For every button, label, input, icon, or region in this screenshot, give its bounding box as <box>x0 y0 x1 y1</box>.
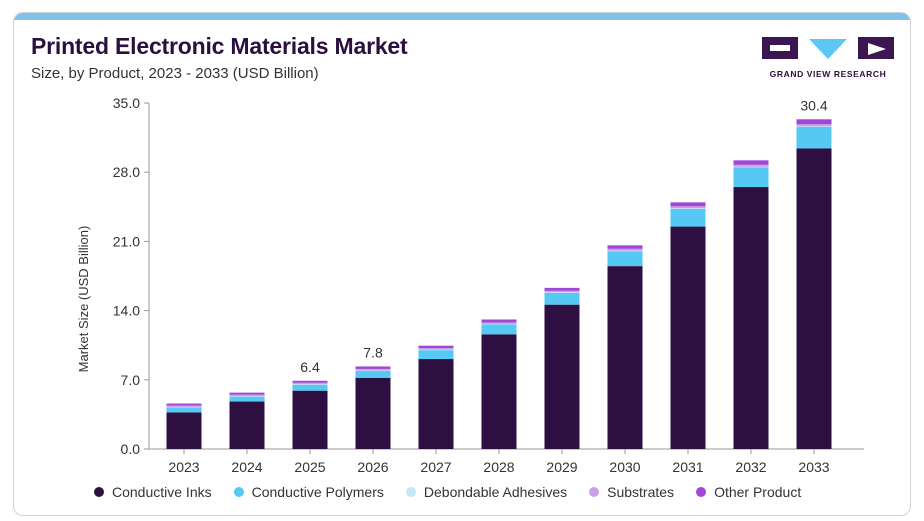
legend-item: Debondable Adhesives <box>405 484 568 500</box>
legend-label: Conductive Inks <box>112 484 212 500</box>
bar-segment <box>733 167 769 188</box>
bar-segment <box>544 292 580 305</box>
bar-segment <box>670 206 706 209</box>
x-tick-label: 2028 <box>483 459 514 475</box>
bar-segment <box>355 368 391 371</box>
y-tick-label: 7.0 <box>121 372 141 388</box>
data-labels: 6.4 7.8 30.4 <box>300 97 828 374</box>
bars <box>166 119 832 449</box>
bar-segment <box>229 401 265 449</box>
bar-segment <box>607 248 643 251</box>
legend-swatch-icon <box>696 487 707 497</box>
bar-segment <box>733 187 769 449</box>
y-tick-label: 0.0 <box>121 441 141 457</box>
bar-segment <box>166 403 202 406</box>
legend-item: Conductive Polymers <box>233 484 384 500</box>
top-accent-bar <box>14 13 910 20</box>
legend-swatch-icon <box>405 487 416 497</box>
chart-card: Printed Electronic Materials Market Size… <box>13 12 911 516</box>
bar-segment <box>796 126 832 149</box>
logo-text: GRAND VIEW RESEARCH <box>769 69 887 79</box>
bar-segment <box>670 226 706 449</box>
logo-mark-icon <box>762 37 894 59</box>
legend-label: Debondable Adhesives <box>423 484 568 500</box>
bar-segment <box>292 380 328 383</box>
bar-segment <box>229 392 265 395</box>
legend-label: Conductive Polymers <box>251 484 384 500</box>
bar-segment <box>796 124 832 127</box>
bar-segment <box>418 359 454 449</box>
bar-segment <box>607 251 643 267</box>
y-tick-label: 21.0 <box>113 233 140 249</box>
data-label: 6.4 <box>300 359 320 375</box>
x-tick-label: 2031 <box>672 459 703 475</box>
legend-swatch-icon <box>94 487 104 497</box>
legend: Conductive Inks Conductive Polymers Debond… <box>94 484 801 500</box>
bar-segment <box>481 324 517 335</box>
bar-segment <box>733 164 769 167</box>
bar-segment <box>355 370 391 378</box>
x-tick-label: 2032 <box>735 459 766 475</box>
y-tick-label: 28.0 <box>113 164 140 180</box>
y-axis-label: Market Size (USD Billion) <box>76 226 91 373</box>
bar-segment <box>418 348 454 350</box>
bar-segment <box>229 396 265 402</box>
bar-segment <box>418 350 454 360</box>
y-tick-label: 35.0 <box>113 95 140 111</box>
legend-item: Conductive Inks <box>94 484 212 500</box>
legend-item: Other Product <box>696 484 801 500</box>
x-tick-label: 2025 <box>294 459 325 475</box>
bar-segment <box>796 148 832 449</box>
bar-segment <box>670 202 706 207</box>
bar-segment <box>229 394 265 397</box>
bar-segment <box>481 334 517 449</box>
legend-swatch-icon <box>233 487 244 497</box>
bar-segment <box>166 412 202 449</box>
bar-segment <box>796 119 832 125</box>
legend-item: Substrates <box>589 484 674 500</box>
grand-view-research-logo: GRAND VIEW RESEARCH <box>762 35 894 85</box>
chart-subtitle: Size, by Product, 2023 - 2033 (USD Billi… <box>31 65 319 82</box>
bar-segment <box>292 384 328 391</box>
x-tick-label: 2027 <box>420 459 451 475</box>
bar-segment <box>544 287 580 291</box>
bar-segment <box>607 245 643 249</box>
x-tick-label: 2030 <box>609 459 640 475</box>
stacked-bar-chart: Market Size (USD Billion) 0.0 7.0 14.0 21.0… <box>76 95 864 475</box>
x-tick-label: 2026 <box>357 459 388 475</box>
legend-swatch-icon <box>589 487 600 497</box>
y-tick-label: 14.0 <box>113 303 140 319</box>
bar-segment <box>166 405 202 407</box>
x-tick-label: 2024 <box>231 459 262 475</box>
bar-segment <box>481 322 517 324</box>
x-tick-label: 2029 <box>546 459 577 475</box>
bar-segment <box>292 382 328 385</box>
legend-label: Other Product <box>714 484 802 500</box>
bar-segment <box>607 266 643 449</box>
x-tick-label: 2023 <box>168 459 199 475</box>
bar-segment <box>481 319 517 323</box>
x-tick-label: 2033 <box>798 459 829 475</box>
bar-segment <box>166 407 202 413</box>
bar-segment <box>355 377 391 449</box>
bar-segment <box>355 366 391 369</box>
legend-label: Substrates <box>607 484 675 500</box>
bar-segment <box>418 345 454 349</box>
data-label: 7.8 <box>363 344 383 360</box>
bar-segment <box>292 390 328 449</box>
chart-title: Printed Electronic Materials Market <box>31 33 408 59</box>
data-label: 30.4 <box>800 97 827 113</box>
bar-segment <box>733 160 769 165</box>
bar-segment <box>544 290 580 293</box>
bar-segment <box>670 208 706 227</box>
bar-segment <box>544 304 580 449</box>
